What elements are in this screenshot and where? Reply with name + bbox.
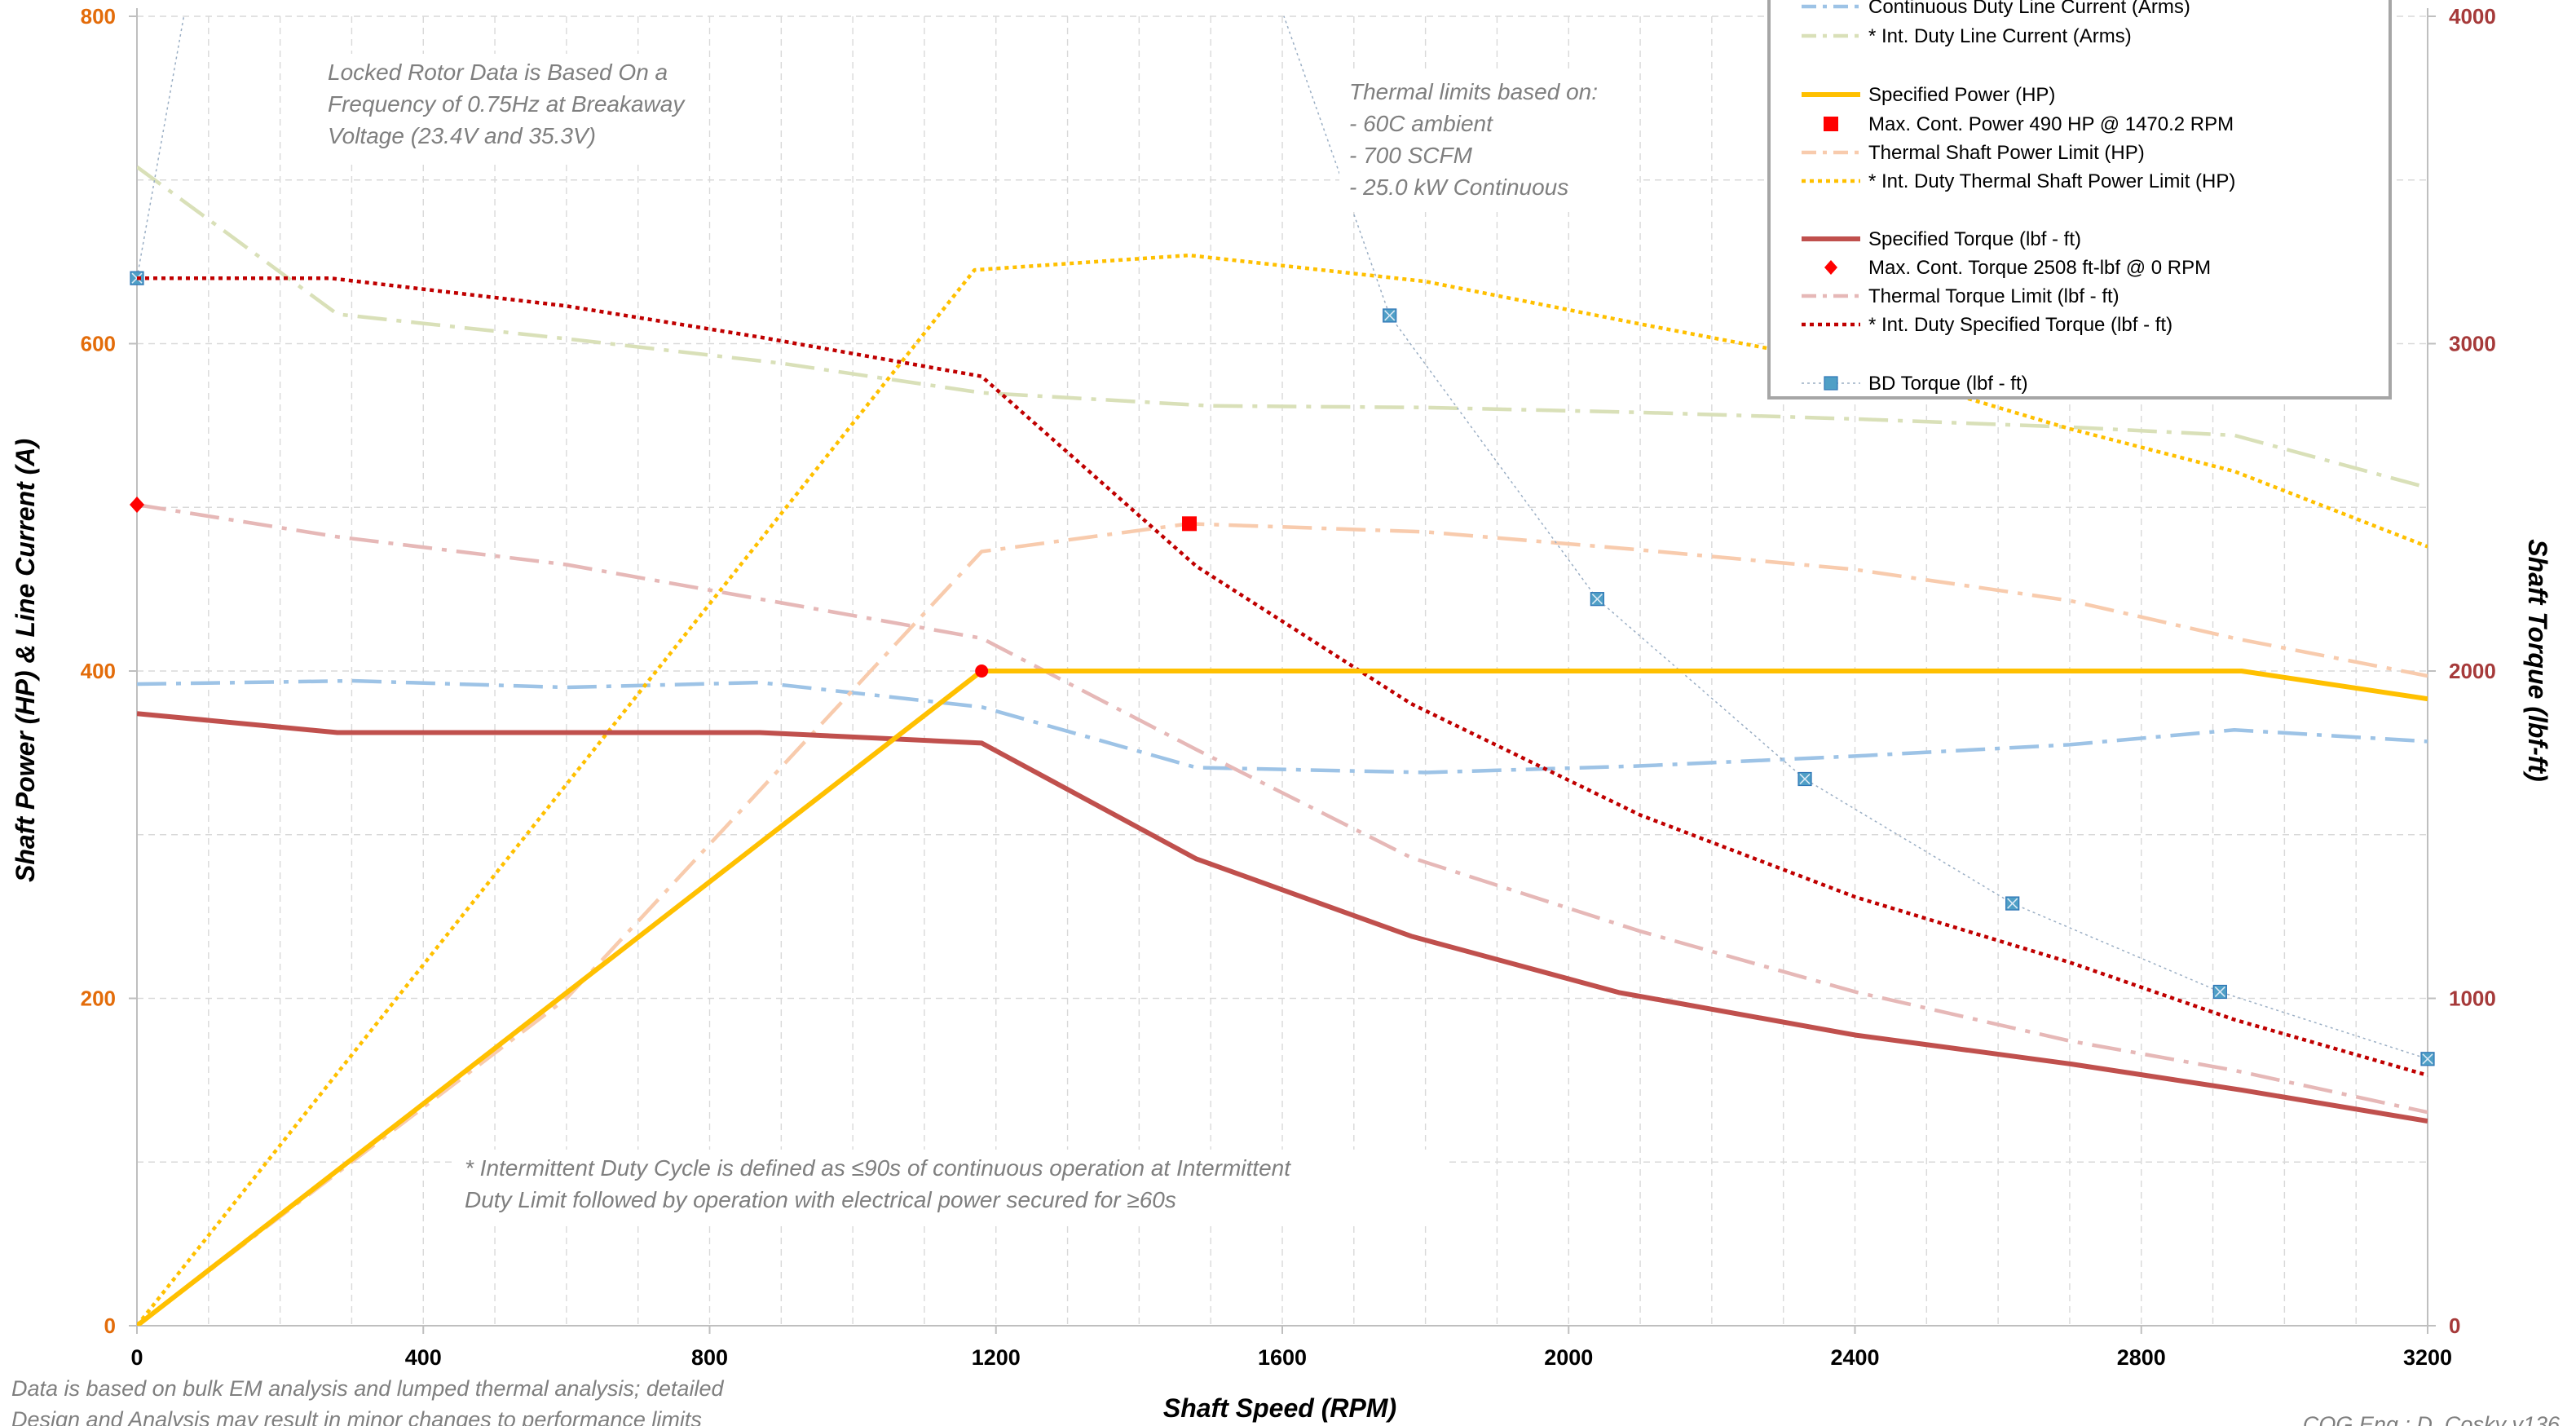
intermittent-duty-note: * Intermittent Duty Cycle is defined as … bbox=[455, 1150, 1447, 1225]
legend: Continuous Duty Line Current (Arms) * Int… bbox=[1767, 0, 2392, 400]
legend-swatch-marker bbox=[1824, 376, 1838, 391]
locked-rotor-note: Locked Rotor Data is Based On a Frequency… bbox=[318, 54, 708, 161]
x-tick-label: 2000 bbox=[1544, 1345, 1593, 1370]
y-right-tick-label: 0 bbox=[2449, 1313, 2460, 1338]
y-right-tick-label: 3000 bbox=[2449, 332, 2496, 356]
y-left-axis-title: Shaft Power (HP) & Line Current (A) bbox=[11, 439, 40, 882]
bd-torque-point-cross bbox=[2214, 986, 2225, 998]
series-line-9 bbox=[137, 276, 2428, 1078]
legend-label: Specified Torque (lbf - ft) bbox=[1868, 228, 2081, 250]
bd-torque-point bbox=[1797, 771, 1812, 787]
x-tick-label: 3200 bbox=[2403, 1345, 2452, 1370]
bd-torque-point bbox=[2420, 1052, 2435, 1066]
axes: 0 400 800 1200 1600 2000 2400 2800 3200 0 200 400 60… bbox=[81, 4, 2496, 1370]
y-right-tick-label: 4000 bbox=[2449, 4, 2496, 29]
footnote-line: Data is based on bulk EM analysis and lu… bbox=[11, 1376, 724, 1401]
legend-item: Specified Power (HP) bbox=[1802, 84, 2055, 106]
footnote-line: Design and Analysis may result in minor … bbox=[11, 1407, 702, 1426]
legend-label: Thermal Torque Limit (lbf - ft) bbox=[1868, 285, 2119, 307]
legend-label: Continuous Duty Line Current (Arms) bbox=[1868, 0, 2190, 18]
bd-torque-point-cross bbox=[1591, 594, 1603, 605]
series-line-10 bbox=[1389, 315, 2428, 1060]
locked-rotor-note-line: Voltage (23.4V and 35.3V) bbox=[328, 123, 596, 148]
legend-item: * Int. Duty Line Current (Arms) bbox=[1802, 25, 2132, 47]
series-line-5 bbox=[137, 253, 2428, 1326]
plot-area bbox=[130, 16, 2435, 1326]
y-left-tick-label: 0 bbox=[104, 1313, 116, 1338]
bd-torque-point bbox=[1383, 308, 1397, 323]
legend-swatch-square bbox=[1824, 117, 1838, 131]
y-right-tick-label: 2000 bbox=[2449, 659, 2496, 683]
x-tick-label: 0 bbox=[130, 1345, 143, 1370]
series-line-8 bbox=[137, 502, 2428, 1115]
x-tick-label: 1600 bbox=[1258, 1345, 1307, 1370]
series-line-2 bbox=[137, 669, 2428, 1326]
legend-item: Max. Cont. Power 490 HP @ 1470.2 RPM bbox=[1824, 113, 2234, 135]
bd-torque-point-cross bbox=[1384, 310, 1396, 321]
legend-item: * Int. Duty Thermal Shaft Power Limit (H… bbox=[1802, 170, 2235, 192]
bd-torque-point-cross bbox=[2422, 1053, 2433, 1065]
legend-label: Max. Cont. Torque 2508 ft-lbf @ 0 RPM bbox=[1868, 257, 2211, 279]
bd-torque-point bbox=[2005, 896, 2020, 911]
y-left-tick-label: 600 bbox=[81, 332, 116, 356]
locked-rotor-note-line: Frequency of 0.75Hz at Breakaway bbox=[328, 91, 686, 117]
series-line-4 bbox=[137, 522, 2428, 1326]
legend-label: Max. Cont. Power 490 HP @ 1470.2 RPM bbox=[1868, 113, 2234, 135]
locked-rotor-note-line: Locked Rotor Data is Based On a bbox=[328, 60, 668, 85]
specified-power-knee-point bbox=[975, 664, 989, 678]
locked-rotor-note-background bbox=[318, 54, 708, 161]
thermal-limits-note-line: Thermal limits based on: bbox=[1349, 79, 1598, 104]
legend-label: BD Torque (lbf - ft) bbox=[1868, 373, 2028, 395]
y-right-axis-title: Shaft Torque (lbf-ft) bbox=[2523, 539, 2552, 781]
max-cont-torque-marker bbox=[130, 497, 144, 514]
bd-torque-point bbox=[1590, 592, 1604, 607]
legend-label: Specified Power (HP) bbox=[1868, 84, 2055, 106]
legend-item: Thermal Shaft Power Limit (HP) bbox=[1802, 142, 2145, 164]
x-tick-label: 1200 bbox=[972, 1345, 1021, 1370]
series-line-6 bbox=[137, 711, 2428, 1124]
legend-item: Thermal Torque Limit (lbf - ft) bbox=[1802, 285, 2119, 307]
legend-item: Specified Torque (lbf - ft) bbox=[1802, 228, 2081, 250]
max-cont-power-marker bbox=[1182, 516, 1198, 532]
credit-text: COG Eng : D. Cosky v136 bbox=[2303, 1412, 2561, 1426]
legend-item: BD Torque (lbf - ft) bbox=[1802, 373, 2028, 395]
legend-label: * Int. Duty Thermal Shaft Power Limit (H… bbox=[1868, 170, 2235, 192]
series-line-0 bbox=[137, 678, 2428, 775]
intermittent-duty-note-line: * Intermittent Duty Cycle is defined as … bbox=[465, 1155, 1291, 1181]
legend-item: Continuous Duty Line Current (Arms) bbox=[1802, 0, 2190, 18]
y-right-tick-label: 1000 bbox=[2449, 987, 2496, 1011]
x-tick-label: 400 bbox=[405, 1345, 442, 1370]
bd-torque-rise-line bbox=[137, 16, 185, 279]
y-left-tick-label: 400 bbox=[81, 659, 116, 683]
y-left-tick-label: 800 bbox=[81, 4, 116, 29]
x-tick-label: 800 bbox=[691, 1345, 728, 1370]
legend-item: Max. Cont. Torque 2508 ft-lbf @ 0 RPM bbox=[1824, 257, 2211, 279]
intermittent-duty-note-line: Duty Limit followed by operation with el… bbox=[465, 1187, 1176, 1212]
x-tick-label: 2400 bbox=[1830, 1345, 1879, 1370]
bd-torque-point-cross bbox=[1799, 773, 1811, 785]
thermal-limits-note: Thermal limits based on: - 60C ambient -… bbox=[1339, 73, 1637, 212]
series-line-1 bbox=[137, 165, 2428, 490]
x-tick-label: 2800 bbox=[2117, 1345, 2166, 1370]
legend-swatch-diamond bbox=[1824, 260, 1837, 275]
thermal-limits-note-line: - 700 SCFM bbox=[1349, 143, 1473, 168]
thermal-limits-note-line: - 25.0 kW Continuous bbox=[1349, 174, 1568, 200]
thermal-limits-note-line: - 60C ambient bbox=[1349, 111, 1493, 136]
y-left-tick-label: 200 bbox=[81, 987, 116, 1011]
legend-box bbox=[1767, 0, 2392, 400]
legend-label: * Int. Duty Line Current (Arms) bbox=[1868, 25, 2132, 47]
legend-label: Thermal Shaft Power Limit (HP) bbox=[1868, 142, 2145, 164]
legend-label: * Int. Duty Specified Torque (lbf - ft) bbox=[1868, 314, 2172, 336]
thermal-limits-note-background bbox=[1339, 73, 1637, 212]
intermittent-duty-note-background bbox=[455, 1150, 1447, 1225]
bd-torque-point-cross bbox=[2007, 898, 2018, 909]
annotations: Locked Rotor Data is Based On a Frequency… bbox=[11, 54, 2561, 1426]
bd-torque-point bbox=[2212, 984, 2227, 1000]
legend-item: * Int. Duty Specified Torque (lbf - ft) bbox=[1802, 314, 2172, 336]
x-axis-title: Shaft Speed (RPM) bbox=[1163, 1393, 1396, 1423]
